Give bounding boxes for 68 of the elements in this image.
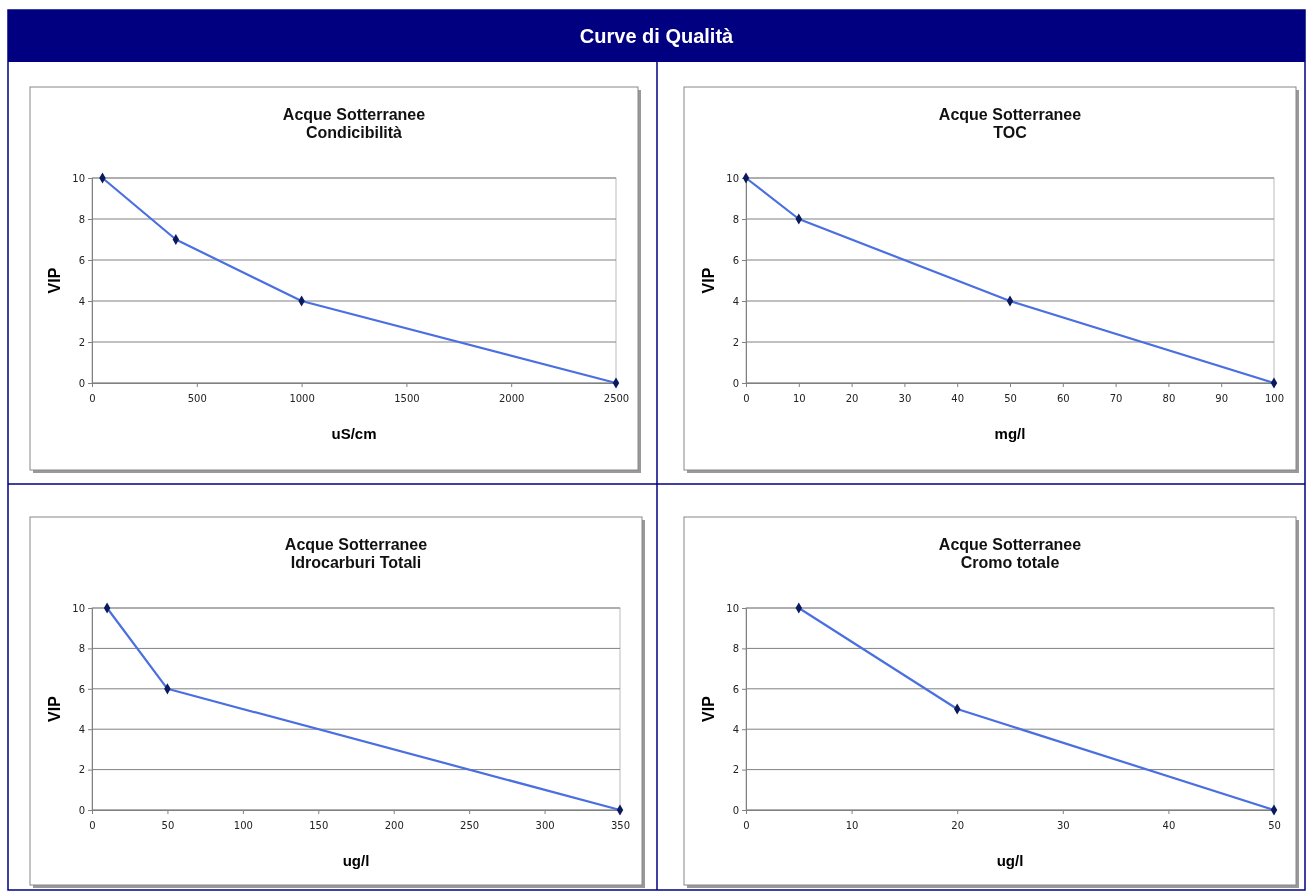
y-tick-label: 2: [78, 336, 85, 348]
x-tick-label: 10: [845, 820, 859, 831]
x-tick-label: 350: [610, 820, 631, 831]
y-tick-label: 6: [732, 254, 739, 266]
x-tick-label: 90: [1215, 393, 1229, 404]
x-tick-label: 20: [845, 393, 859, 404]
x-tick-label: 40: [1162, 820, 1176, 831]
chart-title: Acque Sotterranee Condicibilità: [282, 106, 426, 141]
x-tick-label: 50: [161, 820, 175, 831]
y-tick-label: 4: [78, 723, 85, 735]
x-tick-label: 250: [460, 820, 480, 831]
y-tick-label: 6: [78, 683, 85, 695]
x-tick-label: 70: [1109, 393, 1123, 404]
chart-title: Acque Sotterranee Cromo totale: [938, 536, 1082, 571]
x-tick-label: 30: [1056, 820, 1070, 831]
x-tick-label: 80: [1162, 393, 1176, 404]
y-tick-label: 6: [732, 683, 739, 695]
x-tick-label: 0: [743, 393, 750, 404]
x-tick-label: 1500: [394, 393, 420, 404]
x-tick-label: 30: [898, 393, 912, 404]
x-tick-label: 500: [187, 393, 207, 404]
x-tick-label: 10: [792, 393, 806, 404]
y-tick-label: 0: [78, 804, 85, 816]
y-tick-label: 0: [732, 804, 739, 816]
x-tick-label: 200: [384, 820, 404, 831]
x-tick-label: 50: [1004, 393, 1017, 404]
y-tick-label: 10: [726, 172, 739, 184]
x-axis-title: mg/l: [994, 425, 1026, 442]
y-axis-title: VIP: [46, 267, 63, 294]
x-axis-title: ug/l: [342, 852, 370, 869]
y-tick-label: 8: [78, 643, 85, 655]
y-tick-label: 10: [72, 172, 85, 184]
y-axis-title: VIP: [46, 695, 63, 722]
x-tick-label: 50: [1268, 820, 1281, 831]
y-tick-label: 2: [732, 764, 739, 776]
y-tick-label: 10: [726, 602, 739, 614]
y-tick-label: 2: [78, 764, 85, 776]
x-axis-title: ug/l: [996, 852, 1024, 869]
y-tick-label: 0: [732, 377, 739, 389]
x-tick-label: 100: [233, 820, 253, 831]
x-tick-label: 40: [951, 393, 965, 404]
y-tick-label: 10: [72, 602, 85, 614]
x-tick-label: 0: [89, 820, 96, 831]
text: Curve di Qualità: [579, 25, 735, 47]
x-tick-label: 0: [743, 820, 750, 831]
y-tick-label: 8: [732, 643, 739, 655]
x-tick-label: 0: [89, 393, 96, 404]
x-tick-label: 100: [1264, 393, 1285, 404]
y-axis-title: VIP: [700, 267, 717, 294]
y-tick-label: 8: [78, 213, 85, 225]
x-tick-label: 2000: [498, 393, 525, 404]
y-tick-label: 4: [732, 295, 739, 307]
x-tick-label: 2500: [603, 393, 630, 404]
y-tick-label: 6: [78, 254, 85, 266]
y-tick-label: 8: [732, 213, 739, 225]
chart-title: Acque Sotterranee TOC: [938, 106, 1082, 141]
x-tick-label: 1000: [289, 393, 315, 404]
x-tick-label: 300: [535, 820, 555, 831]
x-tick-label: 60: [1056, 393, 1070, 404]
x-tick-label: 150: [309, 820, 329, 831]
x-tick-label: 20: [951, 820, 965, 831]
chart-title: Acque Sotterranee Idrocarburi Totali: [284, 536, 428, 571]
y-axis-title: VIP: [700, 695, 717, 722]
y-tick-label: 2: [732, 336, 739, 348]
y-tick-label: 4: [78, 295, 85, 307]
y-tick-label: 0: [78, 377, 85, 389]
y-tick-label: 4: [732, 723, 739, 735]
x-axis-title: uS/cm: [331, 425, 377, 442]
